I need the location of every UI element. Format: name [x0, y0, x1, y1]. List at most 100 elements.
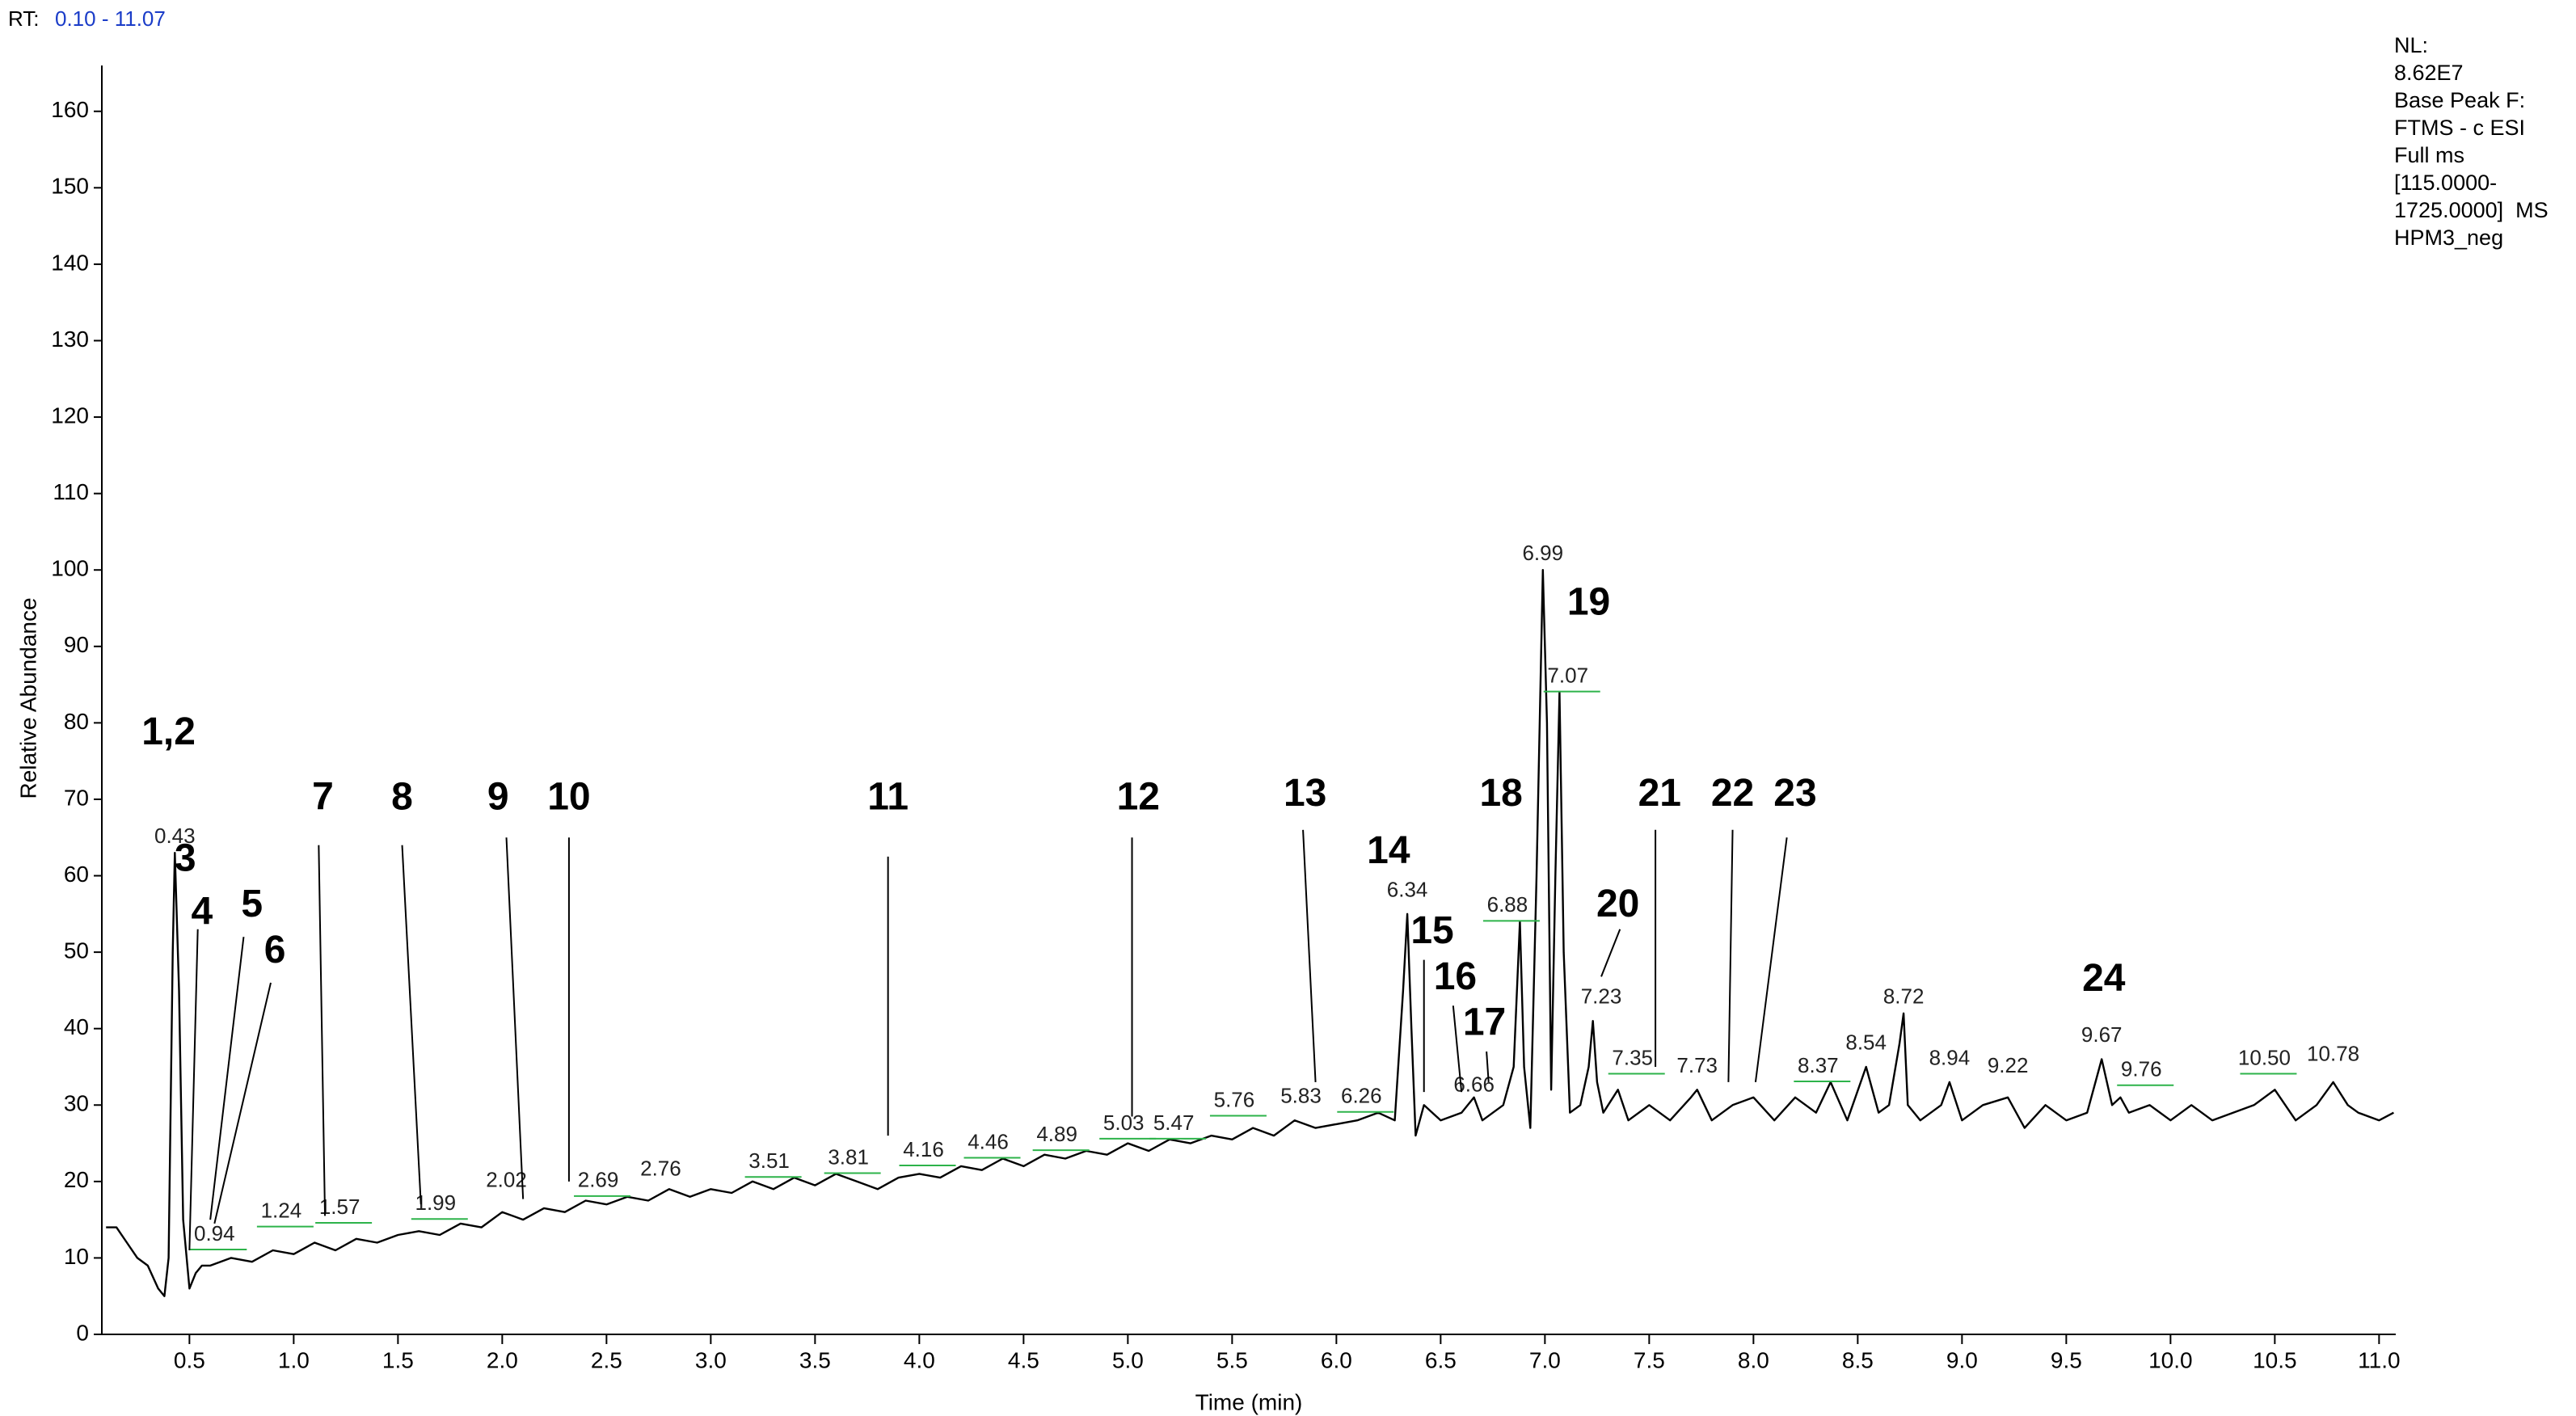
- y-tick-label: 80: [64, 709, 89, 734]
- y-tick-label: 100: [51, 556, 89, 581]
- peak-label: 3.51: [748, 1148, 790, 1173]
- x-tick-label: 5.0: [1112, 1347, 1144, 1372]
- y-tick-label: 60: [64, 862, 89, 887]
- peak-label: 2.69: [578, 1168, 619, 1192]
- peak-label: 1.57: [319, 1195, 360, 1219]
- peak-label: 4.46: [968, 1129, 1009, 1153]
- y-tick-label: 40: [64, 1014, 89, 1039]
- x-tick-label: 11.0: [2358, 1347, 2400, 1372]
- leader-line: [1754, 837, 1788, 1083]
- x-axis-label: Time (min): [1195, 1389, 1303, 1414]
- trace: [106, 569, 2394, 1297]
- rt-label: RT:: [8, 6, 40, 31]
- compound-label: 19: [1567, 580, 1610, 623]
- info-line: Base Peak F:: [2394, 88, 2525, 112]
- x-tick-label: 7.0: [1529, 1347, 1561, 1372]
- peak-label: 5.47: [1153, 1110, 1195, 1135]
- x-tick-label: 10.5: [2253, 1347, 2297, 1372]
- y-tick-label: 10: [64, 1244, 89, 1269]
- peak-label: 7.07: [1547, 664, 1588, 688]
- leader-line: [1727, 829, 1734, 1082]
- compound-label: 23: [1773, 772, 1816, 815]
- peak-label: 8.37: [1798, 1053, 1839, 1077]
- y-tick-label: 70: [64, 785, 89, 810]
- compound-label: 8: [391, 776, 413, 819]
- leader-line: [505, 837, 525, 1199]
- peak-label: 1.99: [415, 1191, 456, 1215]
- info-line: HPM3_neg: [2394, 225, 2503, 250]
- x-tick-label: 2.5: [591, 1347, 622, 1372]
- x-tick-label: 4.0: [904, 1347, 935, 1372]
- y-tick-label: 50: [64, 938, 89, 963]
- x-tick-label: 5.5: [1216, 1347, 1248, 1372]
- compound-label: 16: [1434, 955, 1477, 998]
- leader-line: [1600, 929, 1621, 977]
- y-tick-label: 110: [53, 479, 89, 504]
- peak-label: 8.72: [1883, 984, 1925, 1009]
- y-tick-label: 90: [64, 632, 89, 657]
- x-tick-label: 2.0: [487, 1347, 518, 1372]
- peak-label: 7.23: [1581, 984, 1622, 1009]
- y-tick-label: 20: [64, 1167, 89, 1192]
- peak-label: 4.89: [1036, 1122, 1077, 1146]
- leader-line: [318, 845, 327, 1216]
- peak-label: 9.22: [1988, 1053, 2029, 1077]
- compound-label: 13: [1284, 772, 1326, 815]
- compound-label: 4: [191, 890, 213, 933]
- compound-label: 22: [1711, 772, 1754, 815]
- x-tick-label: 7.5: [1634, 1347, 1665, 1372]
- peak-label: 2.76: [640, 1157, 681, 1181]
- x-tick-label: 0.5: [174, 1347, 205, 1372]
- y-tick-label: 0: [76, 1320, 89, 1345]
- peak-label: 7.35: [1612, 1045, 1653, 1069]
- x-tick-label: 3.0: [695, 1347, 727, 1372]
- x-tick-label: 10.0: [2148, 1347, 2193, 1372]
- x-tick-label: 3.5: [799, 1347, 831, 1372]
- y-tick-label: 160: [51, 97, 89, 122]
- peak-label: 6.88: [1487, 892, 1528, 917]
- info-line: 8.62E7: [2394, 61, 2464, 85]
- x-tick-label: 8.5: [1842, 1347, 1874, 1372]
- leader-line: [401, 845, 422, 1205]
- leader-line: [188, 929, 199, 1250]
- x-tick-label: 6.0: [1321, 1347, 1352, 1372]
- leader-line: [213, 982, 272, 1224]
- leader-line: [209, 937, 245, 1220]
- x-tick-label: 6.5: [1425, 1347, 1457, 1372]
- y-tick-label: 150: [51, 174, 89, 199]
- peak-label: 0.43: [154, 824, 196, 848]
- y-tick-label: 120: [51, 402, 89, 428]
- compound-label: 5: [241, 883, 263, 925]
- compound-label: 21: [1638, 772, 1681, 815]
- peak-label: 8.54: [1845, 1030, 1887, 1054]
- compound-label: 6: [264, 929, 286, 971]
- peak-label: 10.78: [2307, 1042, 2359, 1066]
- compound-label: 9: [487, 776, 509, 819]
- peak-label: 5.83: [1280, 1084, 1322, 1108]
- info-line: NL:: [2394, 33, 2428, 57]
- info-line: Full ms: [2394, 143, 2464, 167]
- compound-label: 7: [312, 776, 334, 819]
- y-tick-label: 130: [51, 327, 89, 352]
- x-tick-label: 1.0: [278, 1347, 310, 1372]
- info-line: [115.0000-: [2394, 171, 2497, 195]
- peak-label: 6.26: [1341, 1084, 1382, 1108]
- compound-label: 10: [547, 776, 590, 819]
- rt-range: 0.10 - 11.07: [55, 6, 166, 31]
- leader-line: [1452, 1005, 1463, 1093]
- compound-label: 15: [1410, 909, 1453, 952]
- peak-label: 10.50: [2238, 1045, 2291, 1069]
- x-tick-label: 1.5: [382, 1347, 414, 1372]
- peak-label: 5.76: [1214, 1087, 1255, 1111]
- compound-label: 12: [1117, 776, 1160, 819]
- peak-label: 9.76: [2121, 1057, 2162, 1081]
- y-tick-label: 30: [64, 1091, 89, 1116]
- peak-label: 7.73: [1676, 1053, 1718, 1077]
- compound-label: 3: [175, 837, 196, 879]
- peak-label: 2.02: [486, 1168, 527, 1192]
- peak-label: 3.81: [828, 1144, 869, 1169]
- compound-label: 20: [1596, 883, 1639, 925]
- x-tick-label: 8.0: [1738, 1347, 1769, 1372]
